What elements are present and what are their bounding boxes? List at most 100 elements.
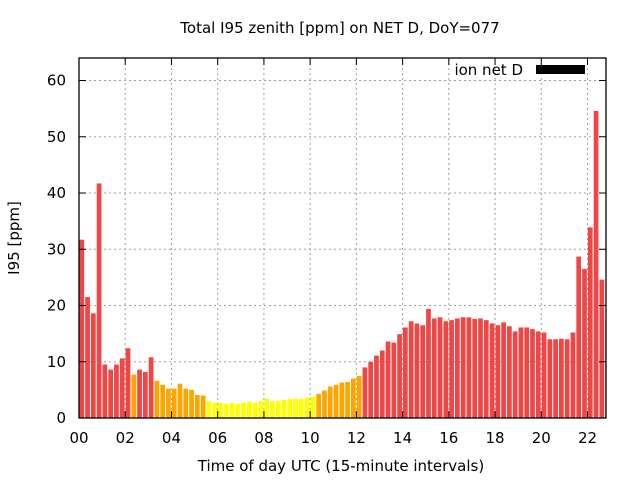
bar (535, 331, 541, 418)
bar (287, 398, 293, 418)
x-tick-label: 02 (116, 429, 135, 447)
bar (235, 403, 241, 418)
bar (252, 402, 258, 418)
y-tick-label: 40 (47, 184, 66, 202)
bar (298, 398, 304, 418)
bar (270, 401, 275, 418)
bar (455, 318, 460, 418)
bar (90, 313, 96, 418)
bar (96, 183, 102, 418)
bar (460, 317, 466, 418)
bar (495, 325, 501, 418)
x-axis-label: Time of day UTC (15-minute intervals) (197, 457, 484, 475)
bar (385, 341, 391, 418)
bar (593, 110, 599, 418)
bar (478, 318, 483, 418)
bar (582, 268, 587, 418)
bar (507, 326, 512, 418)
bar (414, 323, 420, 418)
bar (518, 327, 524, 418)
bar (183, 388, 189, 418)
bar (559, 338, 564, 418)
x-tick-label: 12 (347, 429, 366, 447)
bar (489, 323, 495, 418)
bar (293, 398, 298, 418)
bar (397, 334, 402, 418)
bar (189, 389, 194, 418)
bar (241, 402, 246, 418)
bar (212, 402, 218, 418)
bar (356, 375, 362, 418)
bar (322, 390, 327, 418)
bar (327, 386, 333, 418)
bar (206, 401, 212, 418)
x-tick-label: 14 (393, 429, 412, 447)
bar (131, 374, 137, 418)
bar (148, 357, 154, 418)
bar (426, 308, 431, 418)
bar (194, 394, 200, 418)
bar (350, 378, 356, 418)
x-tick-label: 06 (208, 429, 227, 447)
bar (264, 398, 270, 418)
bar (466, 317, 472, 418)
bar (553, 339, 558, 418)
bar (379, 350, 385, 418)
bar (229, 402, 235, 418)
bar (79, 239, 85, 418)
bar (114, 364, 119, 418)
bar (339, 382, 345, 418)
bar (85, 297, 90, 418)
x-tick-label: 22 (578, 429, 597, 447)
legend: ion net D (454, 61, 585, 79)
bar (223, 403, 229, 418)
x-tick-label: 08 (254, 429, 273, 447)
bar (530, 329, 535, 418)
bar (154, 380, 160, 418)
bar (275, 401, 281, 418)
y-tick-label: 50 (47, 128, 66, 146)
x-tick-label: 00 (69, 429, 88, 447)
bar (547, 339, 553, 418)
bar (437, 317, 443, 418)
bar (587, 227, 593, 418)
bar (102, 364, 108, 418)
bar (108, 369, 114, 418)
x-tick-label: 20 (532, 429, 551, 447)
bar (512, 331, 518, 418)
bar (166, 388, 171, 418)
bar (177, 383, 183, 418)
bar (483, 320, 489, 418)
bar (258, 401, 264, 418)
bar (246, 401, 252, 418)
y-tick-label: 0 (56, 409, 66, 427)
bar (524, 327, 530, 418)
bar (472, 319, 478, 418)
bar (171, 388, 177, 418)
bar (443, 321, 449, 418)
bar (304, 397, 310, 418)
bar (449, 320, 454, 418)
bar (333, 384, 339, 418)
bar (599, 279, 605, 418)
bar (137, 369, 142, 418)
bar (576, 256, 582, 418)
ticks: 0 10 20 30 40 50 60 00 02 04 06 08 10 12 14 16 18 20 22 (47, 58, 606, 447)
x-tick-label: 16 (439, 429, 458, 447)
bar (501, 322, 506, 418)
y-tick-label: 10 (47, 353, 66, 371)
bar (125, 348, 131, 418)
bar (408, 321, 414, 418)
bar (362, 367, 368, 418)
bar (374, 355, 379, 418)
bar (281, 400, 287, 418)
bar (564, 339, 570, 418)
y-tick-label: 60 (47, 72, 66, 90)
x-tick-label: 10 (301, 429, 320, 447)
y-axis-label: I95 [ppm] (5, 201, 23, 275)
grid (79, 58, 606, 418)
legend-swatch (536, 65, 585, 74)
bar (345, 382, 350, 418)
bar (402, 327, 408, 418)
